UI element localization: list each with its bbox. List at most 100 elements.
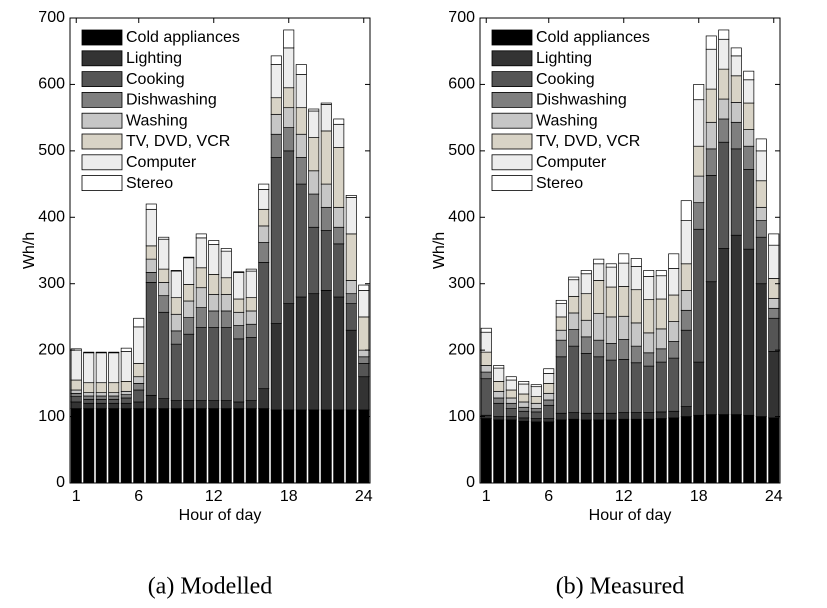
bar-segment bbox=[768, 417, 780, 484]
bar-segment bbox=[358, 409, 370, 484]
bar-segment bbox=[170, 297, 182, 315]
bar-segment bbox=[183, 284, 195, 302]
legend-label: Lighting bbox=[536, 50, 592, 67]
bar-segment bbox=[158, 311, 170, 399]
bar-segment bbox=[283, 107, 295, 128]
bar-segment bbox=[668, 417, 680, 484]
y-tick-label: 400 bbox=[448, 209, 475, 226]
bar-segment bbox=[655, 361, 667, 413]
bar-segment bbox=[493, 416, 505, 421]
bar-segment bbox=[183, 300, 195, 318]
legend-swatch bbox=[491, 29, 533, 46]
caption: (b) Measured bbox=[556, 574, 685, 600]
bar-segment bbox=[333, 147, 345, 208]
bar-segment bbox=[605, 419, 617, 484]
bar-segment bbox=[170, 270, 182, 299]
bar-segment bbox=[630, 362, 642, 413]
bar-segment bbox=[233, 298, 245, 313]
bar-segment bbox=[580, 336, 592, 354]
legend: Cold appliances Lighting Cooking Dishwashin… bbox=[78, 26, 246, 199]
bar-segment bbox=[358, 349, 370, 358]
legend-swatch bbox=[491, 112, 533, 129]
legend-swatch bbox=[491, 92, 533, 108]
bar-segment bbox=[480, 371, 492, 380]
bar-segment bbox=[358, 290, 370, 318]
bar-segment bbox=[220, 310, 232, 328]
bar-segment bbox=[220, 293, 232, 312]
bar-segment bbox=[505, 397, 517, 404]
bar-segment bbox=[145, 208, 157, 247]
bar-segment bbox=[755, 180, 767, 208]
bar-segment bbox=[108, 382, 120, 394]
bar-segment bbox=[543, 368, 555, 374]
bar-segment bbox=[643, 352, 655, 367]
bar-segment bbox=[530, 386, 542, 397]
bar-segment bbox=[220, 400, 232, 409]
bar-segment bbox=[283, 150, 295, 304]
bar-segment bbox=[120, 408, 132, 484]
bar-segment bbox=[320, 409, 332, 484]
bar-segment bbox=[295, 296, 307, 411]
bar-segment bbox=[480, 365, 492, 373]
legend-label: Cold appliances bbox=[536, 29, 650, 46]
y-tick-label: 100 bbox=[448, 408, 475, 425]
bar-segment bbox=[593, 313, 605, 341]
bar-segment bbox=[668, 357, 680, 412]
bar-segment bbox=[555, 303, 567, 318]
bar-segment bbox=[593, 258, 605, 265]
bar-segment bbox=[83, 402, 95, 409]
bar-segment bbox=[518, 393, 530, 403]
bar-segment bbox=[183, 256, 195, 259]
bar-segment bbox=[208, 293, 220, 312]
legend-label: Computer bbox=[126, 154, 197, 171]
y-tick-label: 300 bbox=[448, 275, 475, 292]
bar-segment bbox=[333, 243, 345, 298]
bar-segment bbox=[83, 398, 95, 404]
bar-segment bbox=[270, 55, 282, 65]
bar-segment bbox=[220, 408, 232, 484]
bar-segment bbox=[208, 408, 220, 484]
bar-segment bbox=[333, 409, 345, 484]
bar-segment bbox=[768, 351, 780, 419]
bar-segment bbox=[183, 317, 195, 335]
bar-segment bbox=[195, 400, 207, 409]
bar-segment bbox=[195, 233, 207, 239]
bar-segment bbox=[308, 193, 320, 228]
bar-segment bbox=[643, 270, 655, 277]
bar-segment bbox=[208, 274, 220, 295]
legend-swatch bbox=[81, 92, 123, 108]
legend: Cold appliances Lighting Cooking Dishwashin… bbox=[488, 26, 656, 199]
bar-segment bbox=[630, 258, 642, 267]
bar-segment bbox=[358, 284, 370, 291]
bar-segment bbox=[345, 303, 357, 331]
bar-segment bbox=[258, 262, 270, 390]
bar-segment bbox=[743, 70, 755, 81]
bar-segment bbox=[83, 352, 95, 384]
bar-segment bbox=[618, 412, 630, 420]
bar-segment bbox=[333, 206, 345, 228]
bar-segment bbox=[270, 113, 282, 135]
x-tick-label: 24 bbox=[355, 488, 373, 505]
legend-label: Cooking bbox=[536, 71, 595, 88]
bar-segment bbox=[518, 406, 530, 412]
bar-segment bbox=[308, 110, 320, 138]
y-tick-label: 700 bbox=[38, 9, 65, 26]
bar-segment bbox=[258, 242, 270, 263]
bar-segment bbox=[233, 408, 245, 484]
y-tick-label: 500 bbox=[38, 142, 65, 159]
bar-segment bbox=[108, 351, 120, 354]
bar-segment bbox=[643, 276, 655, 301]
x-tick-label: 6 bbox=[544, 488, 553, 505]
bar-segment bbox=[655, 348, 667, 363]
bar-segment bbox=[643, 332, 655, 354]
bar-segment bbox=[755, 138, 767, 152]
bar-segment bbox=[680, 416, 692, 484]
bar-segment bbox=[743, 145, 755, 170]
bar-segment bbox=[245, 323, 257, 338]
bar-segment bbox=[220, 250, 232, 279]
bar-segment bbox=[568, 345, 580, 413]
bar-segment bbox=[283, 87, 295, 109]
bar-segment bbox=[493, 365, 505, 369]
bar-segment bbox=[208, 327, 220, 401]
bar-segment bbox=[95, 408, 107, 484]
